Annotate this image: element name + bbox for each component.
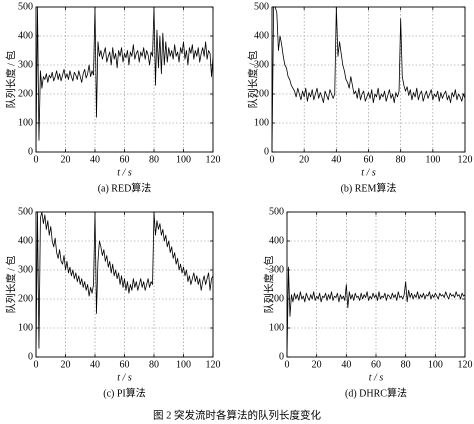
y-axis-label: 队列长度 / 包 [262,256,275,314]
y-tick-label: 400 [254,30,269,41]
x-tick-label: 0 [34,359,39,370]
y-tick-label: 100 [18,322,33,333]
x-tick-label: 100 [176,359,191,370]
y-axis-label: 队列长度 / 包 [4,256,17,314]
chart-title: (b) REM算法 [341,181,397,194]
x-tick-label: 0 [285,359,290,370]
y-tick-label: 400 [18,30,33,41]
y-tick-label: 200 [18,293,33,304]
x-tick-label: 20 [312,359,322,370]
data-line [35,211,214,358]
x-tick-label: 60 [120,359,130,370]
x-axis-label: t / s [361,167,376,178]
y-axis-label: 队列长度 / 包 [4,51,17,109]
x-tick-label: 100 [425,154,440,165]
y-tick-label: 100 [254,117,269,128]
y-tick-label: 0 [28,146,33,157]
x-tick-label: 0 [34,154,39,165]
chart-title: (a) RED算法 [98,181,152,194]
plot-frame [35,6,214,153]
x-tick-label: 20 [61,359,71,370]
x-tick-label: 60 [371,359,381,370]
x-tick-label: 120 [206,154,221,165]
y-tick-label: 300 [18,264,33,275]
y-tick-label: 500 [18,206,33,217]
x-tick-label: 80 [396,154,406,165]
data-line [271,6,466,153]
x-tick-label: 120 [206,359,221,370]
y-tick-label: 200 [269,293,284,304]
y-tick-label: 0 [28,351,33,362]
y-tick-label: 200 [18,88,33,99]
x-axis-label: t / s [117,167,132,178]
x-tick-label: 80 [149,154,159,165]
y-tick-label: 200 [254,88,269,99]
x-tick-label: 60 [364,154,374,165]
chart-title: (d) DHRC算法 [345,386,407,399]
y-tick-label: 500 [254,1,269,12]
x-axis-label: t / s [369,372,384,383]
x-tick-label: 100 [428,359,443,370]
y-tick-label: 400 [269,235,284,246]
x-tick-label: 40 [90,154,100,165]
x-tick-label: 120 [458,154,473,165]
x-tick-label: 20 [61,154,71,165]
plot-frame [271,6,466,153]
x-tick-label: 0 [270,154,275,165]
y-tick-label: 0 [264,146,269,157]
x-tick-label: 100 [176,154,191,165]
x-tick-label: 120 [458,359,473,370]
y-tick-label: 100 [269,322,284,333]
figure-caption: 图 2 突发流时各算法的队列长度变化 [153,408,321,421]
y-tick-label: 500 [269,206,284,217]
x-axis-label: t / s [117,372,132,383]
y-tick-label: 0 [279,351,284,362]
y-axis-label: 队列长度 / 包 [246,51,259,109]
x-tick-label: 40 [90,359,100,370]
x-tick-label: 40 [331,154,341,165]
y-tick-label: 100 [18,117,33,128]
x-tick-label: 80 [401,359,411,370]
x-tick-label: 40 [341,359,351,370]
x-tick-label: 20 [299,154,309,165]
data-line [35,6,214,153]
x-tick-label: 60 [120,154,130,165]
plot-frame [286,211,466,358]
y-tick-label: 300 [18,59,33,70]
y-tick-label: 300 [254,59,269,70]
y-tick-label: 300 [269,264,284,275]
x-tick-label: 80 [149,359,159,370]
plot-frame [35,211,214,358]
data-line [286,266,466,358]
chart-title: (c) PI算法 [103,386,146,399]
y-tick-label: 400 [18,235,33,246]
y-tick-label: 500 [18,1,33,12]
